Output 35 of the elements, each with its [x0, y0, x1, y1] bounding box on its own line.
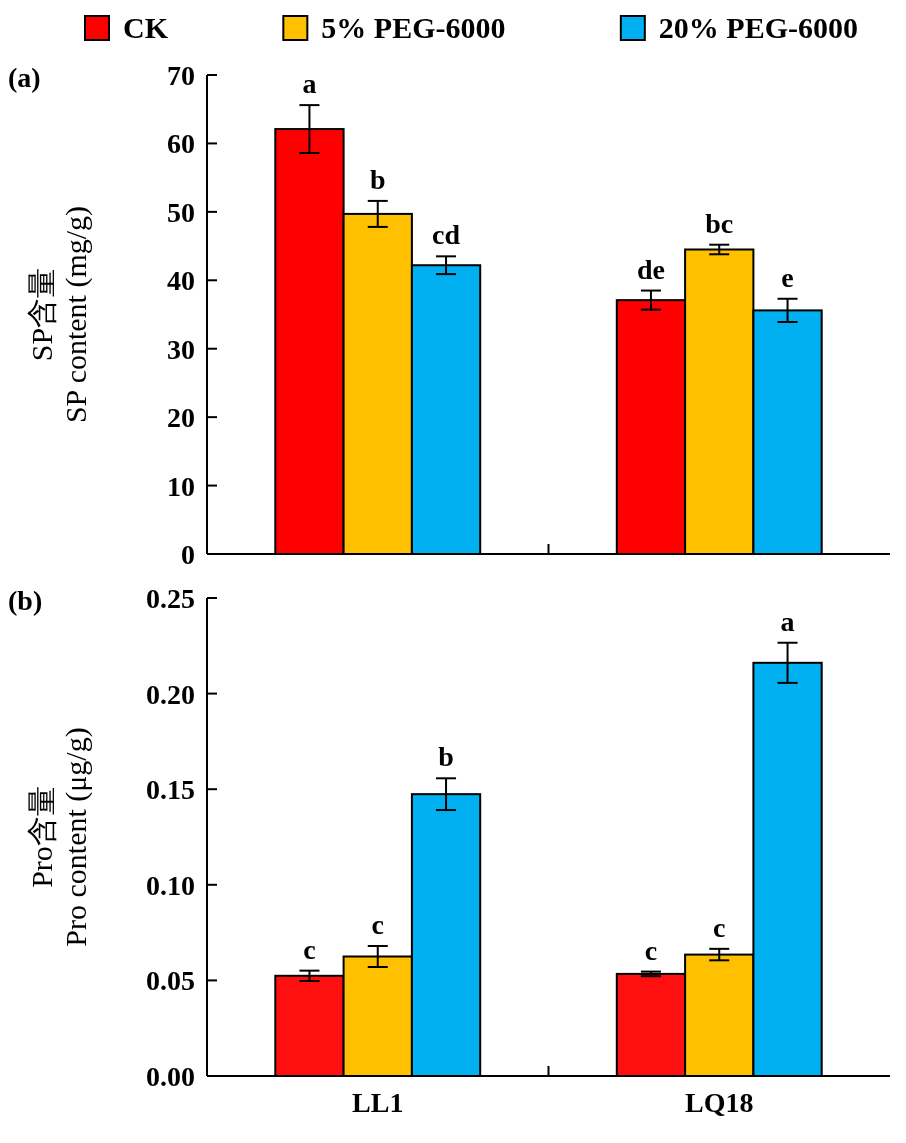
y-tick-label: 0.10 — [146, 869, 195, 901]
x-tick-label: LL1 — [352, 1087, 404, 1118]
y-tick-label: 0 — [181, 539, 195, 570]
y-tick-label: 50 — [167, 196, 195, 228]
data-label: c — [303, 933, 316, 965]
data-label: b — [438, 741, 454, 773]
data-label: a — [302, 68, 317, 100]
y-tick-label: 30 — [167, 333, 195, 365]
y-tick-label: 10 — [167, 470, 195, 502]
chart-title: (b) — [8, 585, 43, 616]
data-label: c — [713, 911, 726, 943]
data-label: cd — [432, 219, 461, 251]
data-label: b — [369, 163, 386, 195]
y-tick-label: 0.05 — [146, 965, 195, 997]
data-label: c — [371, 908, 384, 940]
legend-label: 20% PEG-6000 — [658, 11, 858, 44]
y-tick-label: 0.25 — [146, 583, 195, 614]
y-tick-label: 60 — [167, 128, 195, 160]
legend-label: CK — [123, 11, 169, 44]
data-label: a — [780, 605, 795, 637]
y-axis-title: Pro含量 Pro content (μg/g) — [25, 727, 93, 947]
data-label: e — [781, 261, 794, 293]
chart-title: (a) — [8, 62, 41, 93]
y-tick-label: 0.00 — [146, 1061, 195, 1092]
legend-label: 5% PEG-6000 — [321, 11, 506, 44]
data-label: de — [636, 253, 665, 285]
data-label: bc — [705, 207, 734, 239]
y-tick-label: 40 — [167, 265, 195, 297]
y-axis-title: SP含量 SP content (mg/g) — [25, 205, 93, 424]
y-tick-label: 20 — [167, 402, 195, 434]
y-tick-label: 0.20 — [146, 678, 195, 710]
data-label: c — [644, 934, 658, 966]
x-tick-label: LQ18 — [685, 1087, 754, 1118]
y-tick-label: 70 — [167, 60, 195, 91]
y-tick-label: 0.15 — [146, 774, 195, 806]
